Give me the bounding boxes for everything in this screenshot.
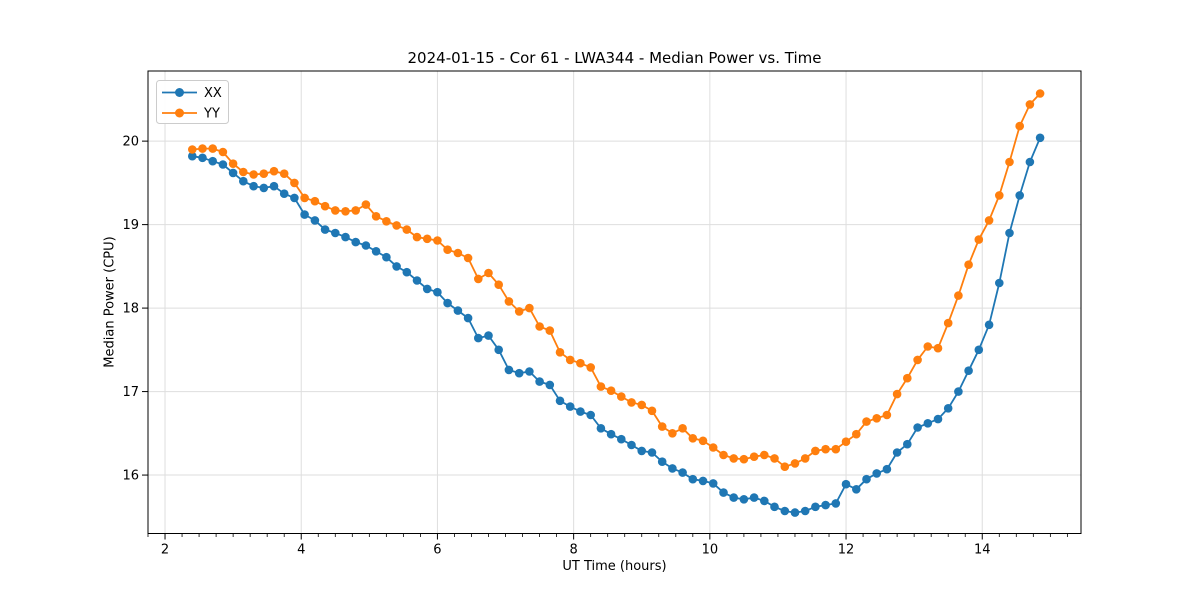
svg-text:14: 14 — [974, 543, 991, 558]
x-axis-minor-ticks — [147, 533, 1068, 537]
svg-text:19: 19 — [122, 218, 139, 233]
x-axis: 2 4 6 8 10 12 14 — [161, 533, 991, 558]
x-axis-label: UT Time (hours) — [562, 559, 667, 574]
svg-text:20: 20 — [122, 135, 139, 150]
svg-text:2: 2 — [161, 543, 169, 558]
series-xx — [188, 133, 1045, 517]
svg-text:17: 17 — [122, 385, 139, 400]
svg-text:12: 12 — [838, 543, 855, 558]
y-axis: 16 17 18 19 20 — [122, 135, 148, 484]
y-axis-label: Median Power (CPU) — [102, 236, 118, 368]
chart-title: 2024-01-15 - Cor 61 - LWA344 - Median Po… — [407, 49, 822, 67]
svg-text:18: 18 — [122, 302, 139, 317]
legend: XX YY — [156, 80, 229, 124]
svg-text:10: 10 — [702, 543, 719, 558]
legend-label-xx: XX — [204, 86, 222, 101]
svg-text:4: 4 — [297, 543, 305, 558]
legend-label-yy: YY — [203, 107, 220, 122]
svg-text:6: 6 — [433, 543, 441, 558]
svg-text:16: 16 — [122, 469, 139, 484]
series-yy — [188, 89, 1045, 472]
grid — [148, 71, 1081, 534]
svg-text:8: 8 — [569, 543, 577, 558]
